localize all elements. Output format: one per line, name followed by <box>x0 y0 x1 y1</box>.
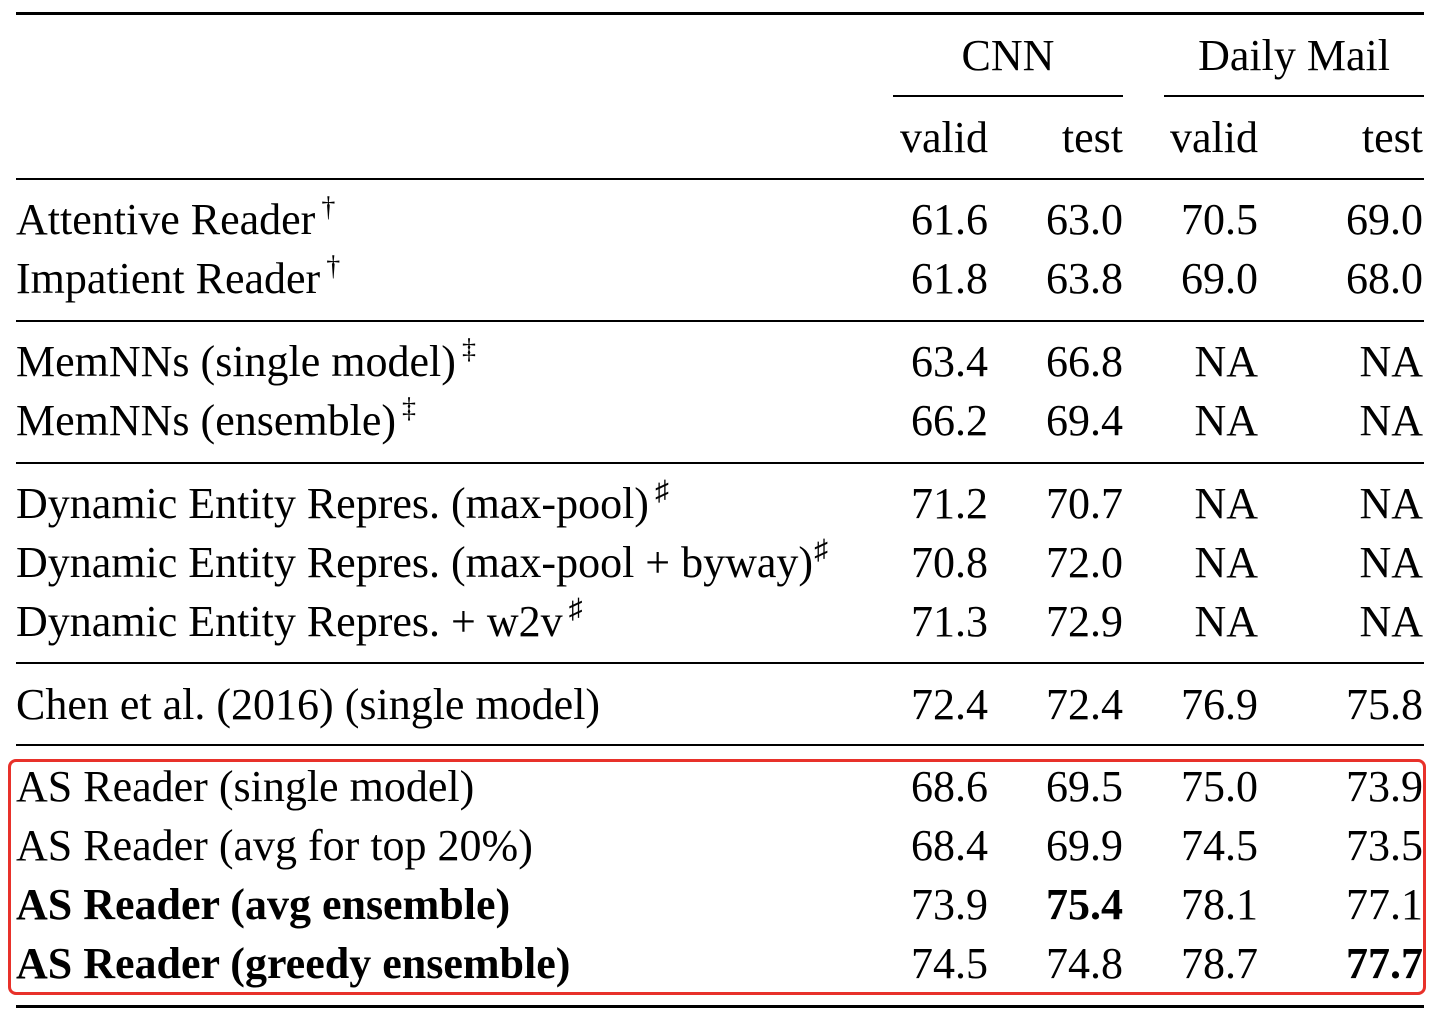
row-label: MemNNs (single model) ‡ <box>16 340 476 384</box>
cell-cnn-test: 72.4 <box>1020 683 1123 727</box>
group-rule-3 <box>16 662 1424 664</box>
cell-cnn-test: 69.4 <box>1020 399 1123 443</box>
row-label: MemNNs (ensemble) ‡ <box>16 399 416 443</box>
cell-dm-test: 75.8 <box>1300 683 1423 727</box>
cell-cnn-valid: 70.8 <box>880 541 988 585</box>
cell-cnn-valid: 71.2 <box>880 482 988 526</box>
cell-dm-valid: 75.0 <box>1150 765 1258 809</box>
cell-cnn-valid: 68.4 <box>880 824 988 868</box>
group-rule-4 <box>16 744 1424 746</box>
cell-cnn-test: 63.0 <box>1020 198 1123 242</box>
cell-dm-test: NA <box>1300 541 1423 585</box>
row-label: AS Reader (greedy ensemble) <box>16 942 570 986</box>
cell-dm-valid: 78.1 <box>1150 883 1258 927</box>
top-rule <box>16 12 1424 15</box>
subcol-dm-valid: valid <box>1150 116 1258 160</box>
subcol-cnn-valid: valid <box>880 116 988 160</box>
group-header-dailymail: Daily Mail <box>1164 34 1424 78</box>
cell-cnn-valid: 63.4 <box>880 340 988 384</box>
cell-cnn-test: 66.8 <box>1020 340 1123 384</box>
cell-cnn-test: 72.0 <box>1020 541 1123 585</box>
cell-dm-valid: 69.0 <box>1150 257 1258 301</box>
row-label: Chen et al. (2016) (single model) <box>16 683 600 727</box>
cell-dm-valid: NA <box>1150 541 1258 585</box>
bottom-rule <box>16 1005 1424 1008</box>
row-label: AS Reader (avg ensemble) <box>16 883 510 927</box>
cell-cnn-valid: 66.2 <box>880 399 988 443</box>
group-rule-1 <box>16 320 1424 322</box>
row-label: AS Reader (single model) <box>16 765 474 809</box>
cell-cnn-test: 69.5 <box>1020 765 1123 809</box>
cell-cnn-valid: 73.9 <box>880 883 988 927</box>
group-header-cnn: CNN <box>893 34 1123 78</box>
cell-dm-test: NA <box>1300 340 1423 384</box>
cell-dm-test: 68.0 <box>1300 257 1423 301</box>
subcol-cnn-test: test <box>1020 116 1123 160</box>
cell-dm-test: 77.1 <box>1300 883 1423 927</box>
cell-cnn-test: 63.8 <box>1020 257 1123 301</box>
group-rule-2 <box>16 462 1424 464</box>
row-label: Dynamic Entity Repres. (max-pool) ♯ <box>16 482 669 526</box>
cell-cnn-valid: 71.3 <box>880 600 988 644</box>
cell-dm-test: NA <box>1300 600 1423 644</box>
cell-dm-test: 69.0 <box>1300 198 1423 242</box>
cell-dm-valid: NA <box>1150 340 1258 384</box>
cnn-group-rule <box>893 95 1123 97</box>
cell-cnn-valid: 72.4 <box>880 683 988 727</box>
cell-cnn-valid: 61.8 <box>880 257 988 301</box>
cell-dm-test: NA <box>1300 399 1423 443</box>
cell-dm-valid: 78.7 <box>1150 942 1258 986</box>
cell-cnn-test: 70.7 <box>1020 482 1123 526</box>
cell-dm-test: NA <box>1300 482 1423 526</box>
row-label: Dynamic Entity Repres. (max-pool + byway… <box>16 541 828 585</box>
header-rule <box>16 178 1424 180</box>
cell-dm-test: 73.5 <box>1300 824 1423 868</box>
cell-dm-valid: NA <box>1150 600 1258 644</box>
row-label: Dynamic Entity Repres. + w2v ♯ <box>16 600 583 644</box>
cell-dm-valid: NA <box>1150 482 1258 526</box>
cell-cnn-valid: 61.6 <box>880 198 988 242</box>
cell-dm-test-best: 77.7 <box>1300 942 1423 986</box>
cell-cnn-valid: 74.5 <box>880 942 988 986</box>
cell-cnn-test: 72.9 <box>1020 600 1123 644</box>
cell-cnn-test: 74.8 <box>1020 942 1123 986</box>
cell-dm-valid: 74.5 <box>1150 824 1258 868</box>
cell-dm-test: 73.9 <box>1300 765 1423 809</box>
cell-cnn-valid: 68.6 <box>880 765 988 809</box>
row-label: AS Reader (avg for top 20%) <box>16 824 533 868</box>
cell-cnn-test-best: 75.4 <box>1020 883 1123 927</box>
cell-dm-valid: 70.5 <box>1150 198 1258 242</box>
cell-dm-valid: NA <box>1150 399 1258 443</box>
cell-cnn-test: 69.9 <box>1020 824 1123 868</box>
dailymail-group-rule <box>1164 95 1424 97</box>
subcol-dm-test: test <box>1300 116 1423 160</box>
row-label: Impatient Reader † <box>16 257 340 301</box>
cell-dm-valid: 76.9 <box>1150 683 1258 727</box>
row-label: Attentive Reader † <box>16 198 335 242</box>
